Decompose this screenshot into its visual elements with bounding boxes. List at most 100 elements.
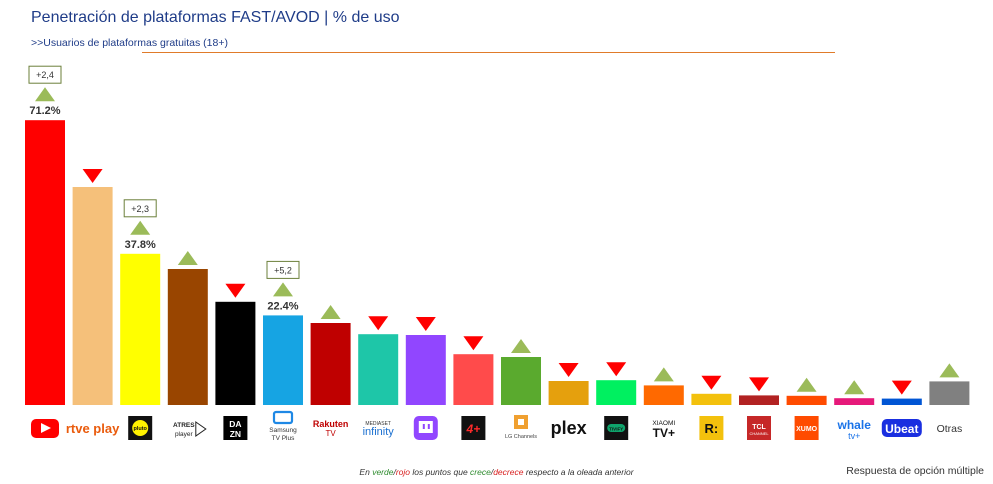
trend-up-icon <box>273 282 293 297</box>
logo-lg-channels-icon: LG Channels <box>505 415 537 440</box>
bar-rtve-play <box>72 187 113 405</box>
trend-up-icon <box>653 367 674 382</box>
bar-atresplayer <box>167 269 208 405</box>
svg-text:plex: plex <box>551 418 587 438</box>
bar-samsung-tv-plus <box>263 315 303 405</box>
svg-text:TV+: TV+ <box>653 426 675 440</box>
bar-youtube <box>25 120 65 405</box>
chart-title: Penetración de plataformas FAST/AVOD | %… <box>31 9 400 26</box>
multiple-answer-note: Respuesta de opción múltiple <box>846 465 984 477</box>
svg-text:whale: whale <box>837 418 872 432</box>
delta-box <box>266 260 300 279</box>
trend-down-icon <box>606 362 627 377</box>
delta-label-pluto-tv: +2,3 <box>131 204 149 214</box>
svg-text:Samsung: Samsung <box>269 427 297 434</box>
delta-box <box>123 199 157 218</box>
trend-down-icon <box>463 336 484 351</box>
trend-down-icon <box>891 380 912 395</box>
logo-runtime-icon: R: <box>699 416 724 440</box>
bar-runtime <box>691 393 732 405</box>
bar-otras <box>929 381 970 405</box>
bar-tivify <box>596 380 637 405</box>
svg-text:R:: R: <box>705 421 719 436</box>
logo-pluto-tv-icon: pluto <box>128 416 153 440</box>
bars-layer: 71.2% +2,4 37.8% +2,3 22.4% +5,2 <box>25 65 970 405</box>
trend-up-icon <box>130 220 151 235</box>
data-label-samsung-tv-plus: 22.4% <box>267 300 298 312</box>
logo-tivify-icon: TIVIFY <box>604 416 629 440</box>
delta-label-youtube: +2,4 <box>36 70 54 80</box>
svg-text:TV Plus: TV Plus <box>272 435 296 442</box>
trend-up-icon <box>796 377 817 392</box>
svg-text:infinity: infinity <box>363 426 395 438</box>
bar-pluto-tv <box>120 253 161 405</box>
svg-text:4+: 4+ <box>466 422 481 436</box>
svg-text:XUMO: XUMO <box>796 426 818 433</box>
logo-24-icon: 4+ <box>461 416 486 440</box>
svg-text:ATRES: ATRES <box>173 422 195 429</box>
svg-text:TIVIFY: TIVIFY <box>609 427 623 432</box>
svg-text:CHANNEL: CHANNEL <box>749 431 769 436</box>
logo-plex-icon: plex <box>551 418 587 438</box>
data-label-youtube: 71.2% <box>29 105 60 117</box>
trend-down-icon <box>701 375 722 390</box>
logo-ubeat-icon: Ubeat <box>881 419 922 437</box>
svg-text:LG Channels: LG Channels <box>505 434 537 440</box>
bar-twitch <box>405 335 446 405</box>
logo-youtube-icon <box>31 419 59 438</box>
trend-down-icon <box>749 377 769 392</box>
bar-dazn <box>215 301 256 405</box>
bar-tcl-channel <box>739 395 779 405</box>
delta-label-samsung-tv-plus: +5,2 <box>274 265 292 275</box>
trend-down-icon <box>415 317 436 331</box>
svg-text:DA: DA <box>229 419 241 429</box>
bar-chart: 71.2% +2,4 37.8% +2,3 22.4% +5,2 rtve play plu… <box>25 65 970 442</box>
svg-text:TCL: TCL <box>752 424 766 431</box>
logo-otras-icon: Otras <box>937 423 963 435</box>
title-divider <box>142 52 835 53</box>
svg-text:rtve play: rtve play <box>66 421 120 436</box>
svg-text:Ubeat: Ubeat <box>885 422 918 436</box>
trend-up-icon <box>844 380 865 395</box>
svg-text:MEDIASET: MEDIASET <box>365 421 391 427</box>
trend-up-icon <box>35 87 55 102</box>
bar-plex <box>548 381 589 405</box>
bar-whale-tv <box>834 398 875 405</box>
bar-ubeat <box>881 398 922 405</box>
logo-xumo-icon: XUMO <box>794 416 819 440</box>
svg-text:Otras: Otras <box>937 423 963 435</box>
bar-24 <box>453 354 494 405</box>
logo-atresplayer-icon: ATRES player <box>173 421 207 438</box>
svg-text:XIAOMI: XIAOMI <box>652 420 675 427</box>
bar-rakuten-tv <box>310 323 351 405</box>
svg-text:pluto: pluto <box>133 426 147 432</box>
bar-xiaomi-tv <box>643 385 684 405</box>
trend-down-icon <box>82 169 103 183</box>
logo-rtve-play-icon: rtve play <box>66 421 120 436</box>
data-label-pluto-tv: 37.8% <box>125 239 156 251</box>
trend-up-icon <box>939 363 960 378</box>
svg-text:player: player <box>175 431 194 438</box>
trend-up-icon <box>320 305 341 319</box>
bar-mediaset-infinity <box>358 334 399 405</box>
trend-down-icon <box>225 283 246 298</box>
trend-down-icon <box>368 316 389 331</box>
svg-text:Rakuten: Rakuten <box>313 419 349 429</box>
bar-lg-channels <box>501 357 541 405</box>
svg-text:ZN: ZN <box>230 429 241 439</box>
logo-twitch-icon <box>413 416 438 440</box>
bar-xumo <box>786 395 827 405</box>
svg-text:TV: TV <box>325 429 336 438</box>
trend-up-icon <box>511 339 531 353</box>
trend-up-icon <box>177 251 198 265</box>
svg-text:tv+: tv+ <box>848 431 860 441</box>
delta-box <box>28 65 62 84</box>
